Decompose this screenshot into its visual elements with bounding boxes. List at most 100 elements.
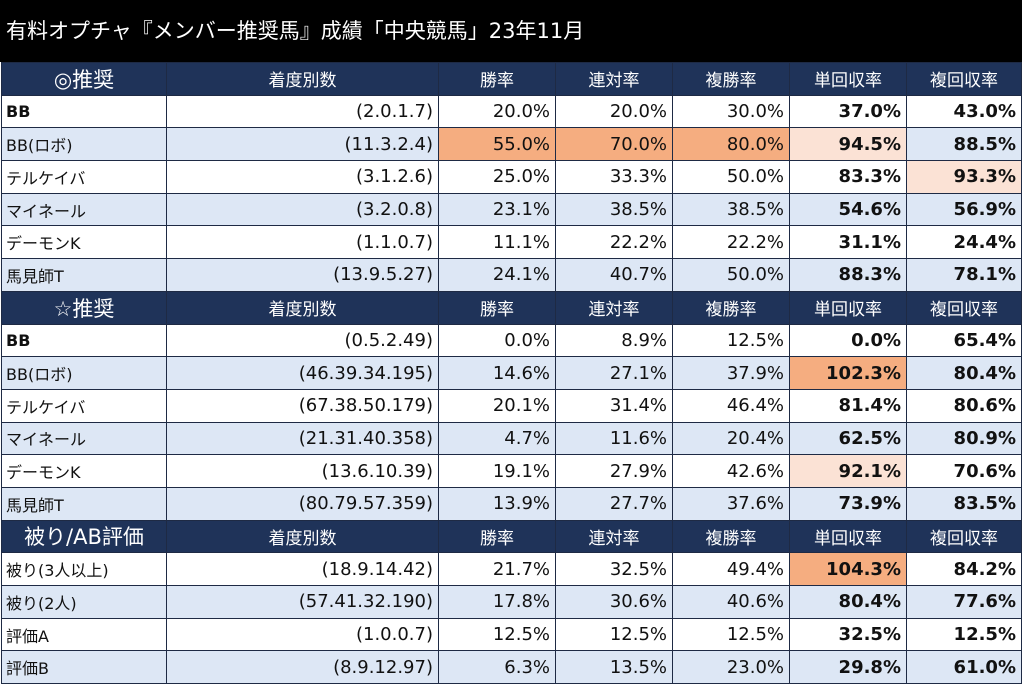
quinella-rate-cell: 70.0% xyxy=(555,127,673,162)
place-rate-cell: 23.0% xyxy=(672,650,790,685)
win-rate-cell: 17.8% xyxy=(438,585,556,619)
place-rate-cell: 12.5% xyxy=(672,617,790,652)
win-return-cell: 102.3% xyxy=(789,356,907,390)
win-rate-cell: 24.1% xyxy=(438,258,556,292)
column-header: 複回収率 xyxy=(906,519,1022,554)
table-row: BB(ロボ) (46.39.34.195) 14.6% 27.1% 37.9% … xyxy=(1,356,1022,390)
results-table: ◎推奨 着度別数 勝率 連対率 複勝率 単回収率 複回収率 BB (2.0.1.… xyxy=(1,62,1022,685)
column-header: 単回収率 xyxy=(789,62,907,96)
column-header: 複回収率 xyxy=(906,290,1022,325)
table-row: 評価B (8.9.12.97) 6.3% 13.5% 23.0% 29.8% 6… xyxy=(1,650,1022,685)
table-row: デーモンK (13.6.10.39) 19.1% 27.9% 42.6% 92.… xyxy=(1,454,1022,488)
place-rate-cell: 46.4% xyxy=(672,388,790,423)
quinella-rate-cell: 38.5% xyxy=(555,192,673,227)
win-rate-cell: 23.1% xyxy=(438,192,556,227)
record-cell: (1.1.0.7) xyxy=(166,225,439,260)
place-return-cell: 65.4% xyxy=(906,323,1022,358)
row-label: デーモンK xyxy=(1,225,167,260)
record-cell: (57.41.32.190) xyxy=(166,585,439,619)
record-cell: (21.31.40.358) xyxy=(166,421,439,456)
win-rate-cell: 19.1% xyxy=(438,454,556,488)
column-header: 着度別数 xyxy=(166,290,439,325)
place-rate-cell: 12.5% xyxy=(672,323,790,358)
column-header: 複勝率 xyxy=(672,290,790,325)
place-rate-cell: 42.6% xyxy=(672,454,790,488)
row-label: デーモンK xyxy=(1,454,167,488)
page-title: 有料オプチャ『メンバー推奨馬』成績「中央競馬」23年11月 xyxy=(0,0,1022,62)
table-row: 馬見師T (80.79.57.359) 13.9% 27.7% 37.6% 73… xyxy=(1,486,1022,521)
record-cell: (3.2.0.8) xyxy=(166,192,439,227)
win-return-cell: 83.3% xyxy=(789,160,907,194)
win-return-cell: 0.0% xyxy=(789,323,907,358)
row-label: 評価A xyxy=(1,617,167,652)
column-header: 複勝率 xyxy=(672,62,790,96)
column-header: 着度別数 xyxy=(166,62,439,96)
place-return-cell: 80.4% xyxy=(906,356,1022,390)
place-return-cell: 24.4% xyxy=(906,225,1022,260)
quinella-rate-cell: 22.2% xyxy=(555,225,673,260)
column-header: 勝率 xyxy=(438,519,556,554)
win-return-cell: 94.5% xyxy=(789,127,907,162)
win-return-cell: 37.0% xyxy=(789,94,907,129)
column-header: 勝率 xyxy=(438,62,556,96)
table-row: マイネール (3.2.0.8) 23.1% 38.5% 38.5% 54.6% … xyxy=(1,192,1022,227)
column-header: 連対率 xyxy=(555,62,673,96)
quinella-rate-cell: 33.3% xyxy=(555,160,673,194)
place-rate-cell: 37.6% xyxy=(672,486,790,521)
place-rate-cell: 38.5% xyxy=(672,192,790,227)
table-row: 馬見師T (13.9.5.27) 24.1% 40.7% 50.0% 88.3%… xyxy=(1,258,1022,292)
place-rate-cell: 22.2% xyxy=(672,225,790,260)
win-return-cell: 73.9% xyxy=(789,486,907,521)
place-rate-cell: 30.0% xyxy=(672,94,790,129)
row-label: 馬見師T xyxy=(1,486,167,521)
table-row: 被り(3人以上) (18.9.14.42) 21.7% 32.5% 49.4% … xyxy=(1,552,1022,586)
quinella-rate-cell: 27.7% xyxy=(555,486,673,521)
table-row: BB (0.5.2.49) 0.0% 8.9% 12.5% 0.0% 65.4% xyxy=(1,323,1022,358)
row-label: BB(ロボ) xyxy=(1,127,167,162)
place-rate-cell: 37.9% xyxy=(672,356,790,390)
column-header: 着度別数 xyxy=(166,519,439,554)
row-label: マイネール xyxy=(1,192,167,227)
win-rate-cell: 25.0% xyxy=(438,160,556,194)
row-label: マイネール xyxy=(1,421,167,456)
win-rate-cell: 21.7% xyxy=(438,552,556,586)
place-return-cell: 80.9% xyxy=(906,421,1022,456)
win-return-cell: 92.1% xyxy=(789,454,907,488)
row-label: テルケイバ xyxy=(1,160,167,194)
record-cell: (13.6.10.39) xyxy=(166,454,439,488)
record-cell: (80.79.57.359) xyxy=(166,486,439,521)
table-row: デーモンK (1.1.0.7) 11.1% 22.2% 22.2% 31.1% … xyxy=(1,225,1022,260)
section-header: 被り/AB評価 着度別数 勝率 連対率 複勝率 単回収率 複回収率 xyxy=(1,519,1022,554)
place-return-cell: 93.3% xyxy=(906,160,1022,194)
table-row: 被り(2人) (57.41.32.190) 17.8% 30.6% 40.6% … xyxy=(1,585,1022,619)
record-cell: (46.39.34.195) xyxy=(166,356,439,390)
record-cell: (1.0.0.7) xyxy=(166,617,439,652)
quinella-rate-cell: 27.9% xyxy=(555,454,673,488)
row-label: BB(ロボ) xyxy=(1,356,167,390)
row-label: 被り(3人以上) xyxy=(1,552,167,586)
row-label: テルケイバ xyxy=(1,388,167,423)
win-rate-cell: 6.3% xyxy=(438,650,556,685)
win-return-cell: 80.4% xyxy=(789,585,907,619)
column-header: 複回収率 xyxy=(906,62,1022,96)
place-rate-cell: 49.4% xyxy=(672,552,790,586)
quinella-rate-cell: 30.6% xyxy=(555,585,673,619)
win-return-cell: 32.5% xyxy=(789,617,907,652)
place-return-cell: 77.6% xyxy=(906,585,1022,619)
place-return-cell: 56.9% xyxy=(906,192,1022,227)
row-label: 被り(2人) xyxy=(1,585,167,619)
section-header: ☆推奨 着度別数 勝率 連対率 複勝率 単回収率 複回収率 xyxy=(1,290,1022,325)
record-cell: (13.9.5.27) xyxy=(166,258,439,292)
table-row: テルケイバ (3.1.2.6) 25.0% 33.3% 50.0% 83.3% … xyxy=(1,160,1022,194)
table-row: BB(ロボ) (11.3.2.4) 55.0% 70.0% 80.0% 94.5… xyxy=(1,127,1022,162)
table-row: BB (2.0.1.7) 20.0% 20.0% 30.0% 37.0% 43.… xyxy=(1,94,1022,129)
win-rate-cell: 13.9% xyxy=(438,486,556,521)
place-rate-cell: 40.6% xyxy=(672,585,790,619)
win-return-cell: 31.1% xyxy=(789,225,907,260)
section-title: 被り/AB評価 xyxy=(1,519,167,554)
win-rate-cell: 4.7% xyxy=(438,421,556,456)
section-title: ◎推奨 xyxy=(1,62,167,96)
win-rate-cell: 55.0% xyxy=(438,127,556,162)
record-cell: (11.3.2.4) xyxy=(166,127,439,162)
column-header: 複勝率 xyxy=(672,519,790,554)
